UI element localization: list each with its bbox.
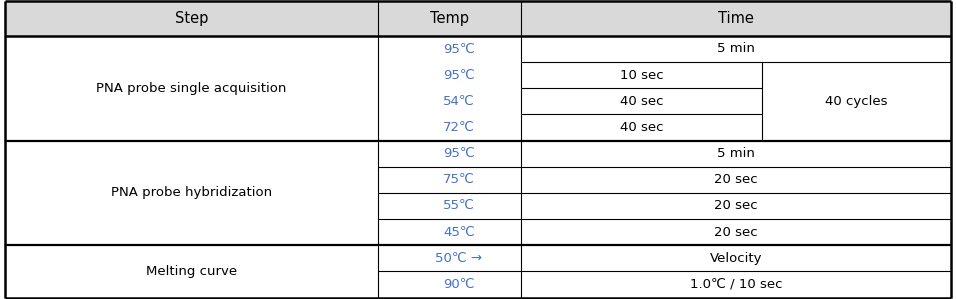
Text: 40 sec: 40 sec — [619, 121, 663, 134]
Text: 75℃: 75℃ — [443, 173, 475, 186]
Text: 5 min: 5 min — [717, 147, 755, 160]
Text: 20 sec: 20 sec — [714, 173, 758, 186]
Text: 5 min: 5 min — [717, 42, 755, 55]
Text: 40 cycles: 40 cycles — [825, 95, 888, 108]
Text: PNA probe single acquisition: PNA probe single acquisition — [96, 82, 287, 95]
Text: PNA probe hybridization: PNA probe hybridization — [111, 186, 272, 199]
Text: 55℃: 55℃ — [443, 199, 475, 212]
Text: Melting curve: Melting curve — [145, 265, 237, 278]
Text: 10 sec: 10 sec — [619, 69, 663, 82]
Text: 20 sec: 20 sec — [714, 199, 758, 212]
Text: 40 sec: 40 sec — [619, 95, 663, 108]
Text: 95℃: 95℃ — [443, 69, 475, 82]
Text: Time: Time — [718, 11, 754, 26]
Text: Temp: Temp — [430, 11, 468, 26]
Text: Velocity: Velocity — [710, 252, 762, 265]
Text: 95℃: 95℃ — [443, 42, 475, 55]
Text: Step: Step — [175, 11, 207, 26]
Text: 54℃: 54℃ — [443, 95, 475, 108]
Bar — [5, 1, 951, 36]
Bar — [5, 36, 951, 298]
Text: 1.0℃ / 10 sec: 1.0℃ / 10 sec — [690, 278, 782, 291]
Text: 45℃: 45℃ — [443, 226, 475, 239]
Text: 20 sec: 20 sec — [714, 226, 758, 239]
Text: 95℃: 95℃ — [443, 147, 475, 160]
Text: 50℃ →: 50℃ → — [435, 252, 483, 265]
Text: 72℃: 72℃ — [443, 121, 475, 134]
Text: 90℃: 90℃ — [443, 278, 475, 291]
